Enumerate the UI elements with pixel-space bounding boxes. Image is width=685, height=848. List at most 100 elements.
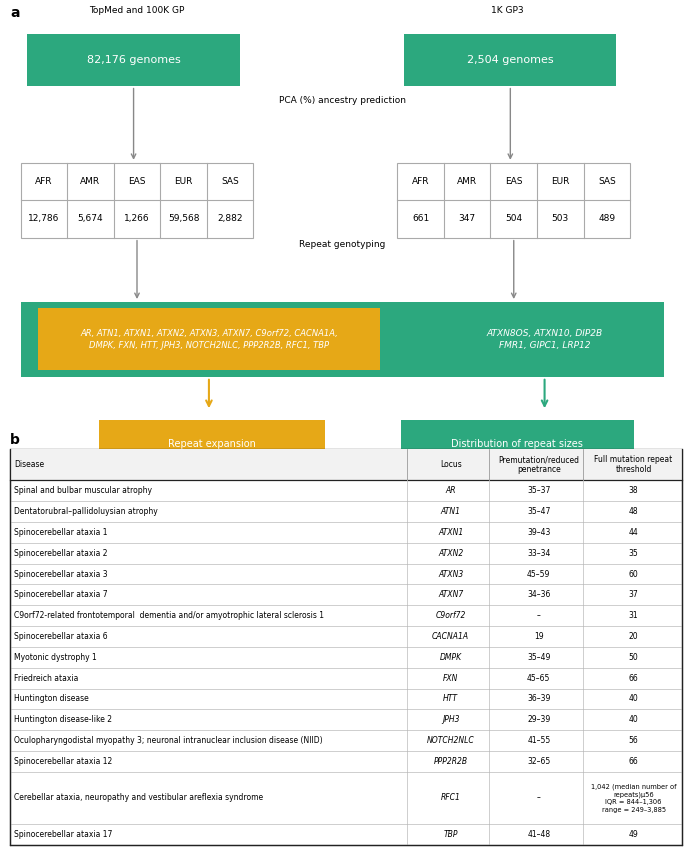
Text: –: –: [537, 794, 540, 802]
Text: Repeat genotyping: Repeat genotyping: [299, 240, 386, 248]
Text: Spinocerebellar ataxia 7: Spinocerebellar ataxia 7: [14, 590, 108, 600]
Text: 20: 20: [629, 632, 638, 641]
Text: 56: 56: [629, 736, 638, 745]
Text: 35–47: 35–47: [527, 507, 551, 516]
Text: Repeat expansion
carrier frequency: Repeat expansion carrier frequency: [169, 439, 256, 460]
Text: ATXN1: ATXN1: [438, 527, 463, 537]
Text: b: b: [10, 433, 20, 447]
Text: Dentatorubral–pallidoluysian atrophy: Dentatorubral–pallidoluysian atrophy: [14, 507, 158, 516]
Text: AFR: AFR: [412, 177, 429, 186]
Text: 1,266: 1,266: [124, 215, 150, 223]
Text: Spinocerebellar ataxia 1: Spinocerebellar ataxia 1: [14, 527, 108, 537]
Text: 32–65: 32–65: [527, 757, 550, 766]
Text: Cerebellar ataxia, neuropathy and vestibular areflexia syndrome: Cerebellar ataxia, neuropathy and vestib…: [14, 794, 264, 802]
Text: 60: 60: [629, 570, 638, 578]
Bar: [21, 163, 253, 237]
Text: 36–39: 36–39: [527, 695, 551, 704]
Text: 38: 38: [629, 486, 638, 495]
Text: 34–36: 34–36: [527, 590, 551, 600]
Text: 31: 31: [629, 611, 638, 620]
Text: AFR: AFR: [35, 177, 53, 186]
Text: 1K GP3: 1K GP3: [490, 7, 523, 15]
Text: RFC1: RFC1: [440, 794, 461, 802]
Text: 347: 347: [458, 215, 475, 223]
Text: ATXN7: ATXN7: [438, 590, 463, 600]
Text: EAS: EAS: [128, 177, 146, 186]
Text: JPH3: JPH3: [442, 715, 460, 724]
Text: ATN1: ATN1: [440, 507, 461, 516]
Text: 37: 37: [629, 590, 638, 600]
Text: TBP: TBP: [443, 829, 458, 839]
Text: 50: 50: [629, 653, 638, 661]
Text: 59,568: 59,568: [168, 215, 199, 223]
Text: Huntington disease: Huntington disease: [14, 695, 89, 704]
Text: 29–39: 29–39: [527, 715, 550, 724]
Text: –: –: [537, 611, 540, 620]
Text: 19: 19: [534, 632, 544, 641]
Text: 489: 489: [599, 215, 615, 223]
Text: AMR: AMR: [457, 177, 477, 186]
Text: FXN: FXN: [443, 673, 458, 683]
Text: 40: 40: [629, 695, 638, 704]
Text: 66: 66: [629, 673, 638, 683]
Text: Spinocerebellar ataxia 3: Spinocerebellar ataxia 3: [14, 570, 108, 578]
Text: Spinocerebellar ataxia 12: Spinocerebellar ataxia 12: [14, 757, 112, 766]
Text: 44: 44: [629, 527, 638, 537]
Text: a: a: [10, 7, 20, 20]
Text: 35–49: 35–49: [527, 653, 551, 661]
FancyBboxPatch shape: [38, 309, 380, 371]
FancyBboxPatch shape: [27, 34, 240, 86]
Text: AR: AR: [445, 486, 456, 495]
FancyBboxPatch shape: [404, 34, 616, 86]
Text: 503: 503: [551, 215, 569, 223]
Text: 41–55: 41–55: [527, 736, 550, 745]
Text: 2,504 genomes: 2,504 genomes: [467, 55, 553, 65]
Text: 33–34: 33–34: [527, 549, 551, 558]
Text: Spinocerebellar ataxia 17: Spinocerebellar ataxia 17: [14, 829, 113, 839]
Text: 5,674: 5,674: [77, 215, 103, 223]
Bar: [10, 449, 682, 480]
Text: 2,882: 2,882: [217, 215, 243, 223]
Text: 1,042 (median number of
repeats)µ56
IQR = 844–1,306
range = 249–3,885: 1,042 (median number of repeats)µ56 IQR …: [591, 783, 676, 812]
Text: EUR: EUR: [175, 177, 192, 186]
Text: 48: 48: [629, 507, 638, 516]
Bar: [397, 163, 630, 237]
Text: 45–59: 45–59: [527, 570, 551, 578]
Text: SAS: SAS: [221, 177, 239, 186]
Text: AR, ATN1, ATXN1, ATXN2, ATXN3, ATXN7, C9orf72, CACNA1A,
DMPK, FXN, HTT, JPH3, NO: AR, ATN1, ATXN1, ATXN2, ATXN3, ATXN7, C9…: [80, 329, 338, 349]
Text: SAS: SAS: [598, 177, 616, 186]
FancyBboxPatch shape: [21, 302, 664, 377]
Text: CACNA1A: CACNA1A: [432, 632, 469, 641]
Text: 66: 66: [629, 757, 638, 766]
FancyBboxPatch shape: [401, 420, 634, 480]
Text: 39–43: 39–43: [527, 527, 551, 537]
Text: HTT: HTT: [443, 695, 458, 704]
Text: 35–37: 35–37: [527, 486, 551, 495]
Text: Huntington disease-like 2: Huntington disease-like 2: [14, 715, 112, 724]
Text: 40: 40: [629, 715, 638, 724]
Text: ATXN3: ATXN3: [438, 570, 463, 578]
Text: Spinal and bulbar muscular atrophy: Spinal and bulbar muscular atrophy: [14, 486, 152, 495]
Text: 45–65: 45–65: [527, 673, 551, 683]
Text: 35: 35: [629, 549, 638, 558]
Text: EUR: EUR: [551, 177, 569, 186]
Text: EAS: EAS: [505, 177, 523, 186]
Text: Full mutation repeat
threshold: Full mutation repeat threshold: [595, 455, 673, 474]
Text: C9orf72: C9orf72: [436, 611, 466, 620]
Text: PCA (%) ancestry prediction: PCA (%) ancestry prediction: [279, 97, 406, 105]
Text: Premutation/reduced
penetrance: Premutation/reduced penetrance: [498, 455, 580, 474]
Text: 41–48: 41–48: [527, 829, 550, 839]
Text: 49: 49: [629, 829, 638, 839]
Text: 82,176 genomes: 82,176 genomes: [87, 55, 180, 65]
Text: ATXN8OS, ATXN10, DIP2B
FMR1, GIPC1, LRP12: ATXN8OS, ATXN10, DIP2B FMR1, GIPC1, LRP1…: [486, 329, 603, 350]
Text: Oculopharyngodistal myopathy 3; neuronal intranuclear inclusion disease (NIID): Oculopharyngodistal myopathy 3; neuronal…: [14, 736, 323, 745]
FancyBboxPatch shape: [99, 420, 325, 480]
Text: Spinocerebellar ataxia 6: Spinocerebellar ataxia 6: [14, 632, 108, 641]
Text: 661: 661: [412, 215, 429, 223]
Text: TopMed and 100K GP: TopMed and 100K GP: [89, 7, 185, 15]
Text: C9orf72-related frontotemporal  dementia and/or amyotrophic lateral sclerosis 1: C9orf72-related frontotemporal dementia …: [14, 611, 325, 620]
Text: Disease: Disease: [14, 460, 45, 469]
Text: Locus: Locus: [440, 460, 462, 469]
Text: Distribution of repeat sizes
across populations: Distribution of repeat sizes across popu…: [451, 439, 583, 460]
Text: 504: 504: [505, 215, 522, 223]
